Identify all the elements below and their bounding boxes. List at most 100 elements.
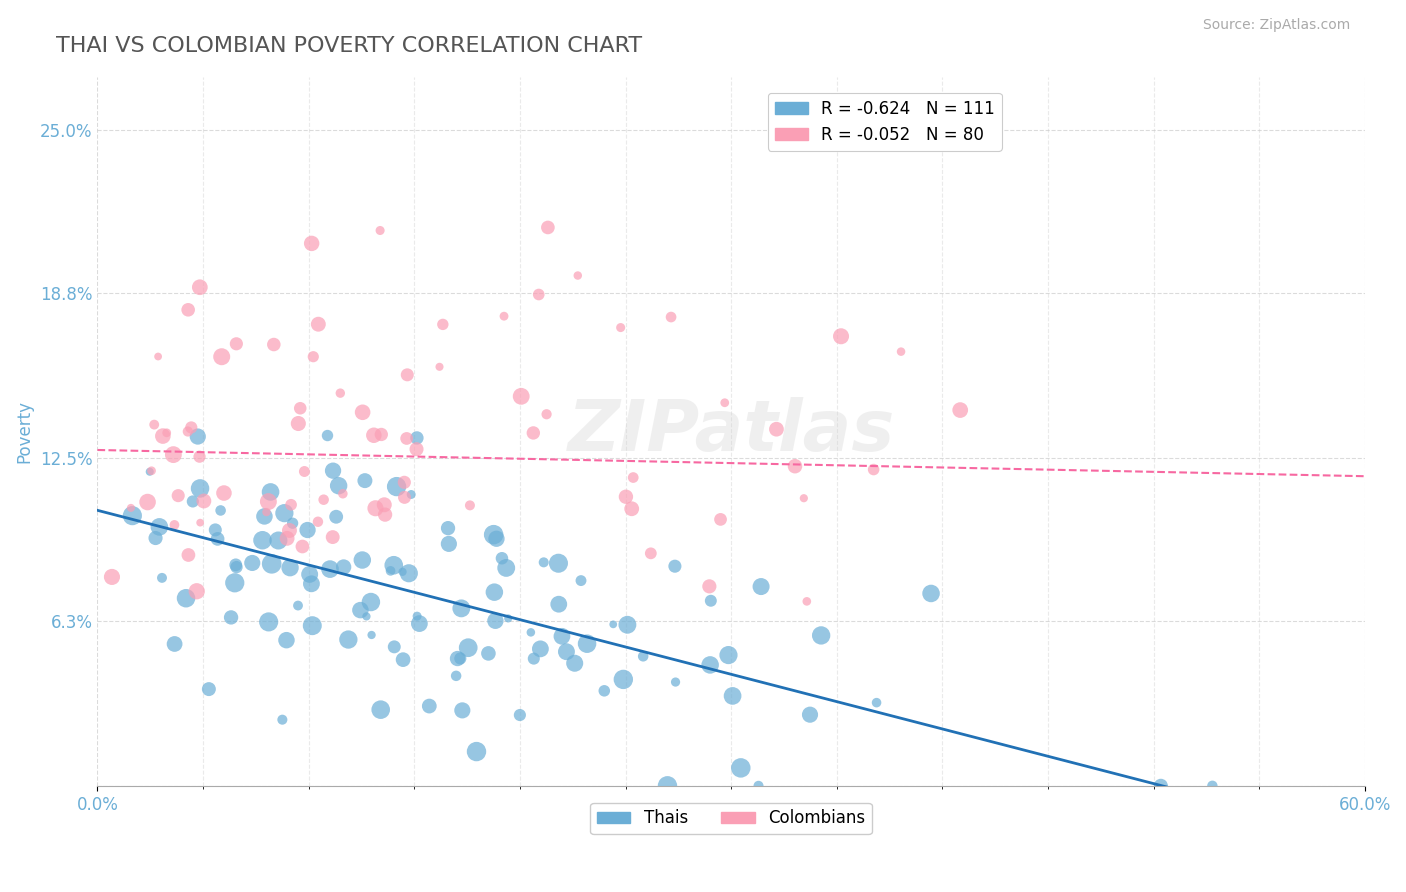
Point xyxy=(287,599,309,613)
Point xyxy=(810,628,832,642)
Point xyxy=(211,350,233,364)
Point xyxy=(631,649,654,664)
Point xyxy=(259,485,281,500)
Point xyxy=(664,559,686,574)
Text: ZIPatlas: ZIPatlas xyxy=(568,397,894,467)
Point xyxy=(749,580,772,594)
Point xyxy=(747,779,769,793)
Point xyxy=(349,603,371,617)
Point xyxy=(564,657,586,671)
Point xyxy=(121,508,143,523)
Point xyxy=(322,530,344,544)
Point xyxy=(224,575,246,590)
Point xyxy=(765,422,787,436)
Point xyxy=(477,646,499,660)
Point xyxy=(432,318,454,332)
Point xyxy=(395,432,418,446)
Point xyxy=(337,632,360,647)
Point xyxy=(609,320,631,334)
Point xyxy=(602,617,624,632)
Point xyxy=(120,500,142,515)
Point xyxy=(446,651,468,665)
Point xyxy=(621,470,644,484)
Point xyxy=(364,501,387,516)
Point xyxy=(783,459,806,474)
Point xyxy=(291,540,314,554)
Point xyxy=(405,442,427,457)
Point xyxy=(406,609,429,624)
Point xyxy=(188,280,211,294)
Point xyxy=(465,745,488,759)
Point xyxy=(139,465,162,479)
Point xyxy=(640,546,662,560)
Point xyxy=(148,520,170,534)
Point xyxy=(188,482,211,496)
Point xyxy=(717,648,740,662)
Text: Source: ZipAtlas.com: Source: ZipAtlas.com xyxy=(1202,18,1350,32)
Point xyxy=(143,417,166,432)
Point xyxy=(547,597,569,611)
Point xyxy=(616,617,638,632)
Point xyxy=(273,506,295,520)
Point xyxy=(522,425,544,440)
Text: THAI VS COLOMBIAN POVERTY CORRELATION CHART: THAI VS COLOMBIAN POVERTY CORRELATION CH… xyxy=(56,36,643,55)
Point xyxy=(101,570,124,584)
Point xyxy=(449,651,471,665)
Point xyxy=(174,591,197,606)
Point xyxy=(657,779,679,793)
Point xyxy=(370,427,392,442)
Point xyxy=(537,220,560,235)
Point xyxy=(352,553,374,567)
Y-axis label: Poverty: Poverty xyxy=(15,401,32,463)
Point xyxy=(177,548,200,562)
Point xyxy=(225,558,247,572)
Point xyxy=(316,428,339,442)
Point xyxy=(510,389,533,403)
Point xyxy=(354,474,377,488)
Point xyxy=(890,344,912,359)
Point xyxy=(491,551,513,566)
Point xyxy=(457,640,479,655)
Point xyxy=(301,618,323,632)
Point xyxy=(163,517,186,532)
Point xyxy=(257,615,280,629)
Point xyxy=(307,515,329,529)
Point xyxy=(547,556,569,570)
Point xyxy=(920,586,942,600)
Point xyxy=(569,574,592,588)
Point xyxy=(429,359,451,374)
Point xyxy=(437,521,460,535)
Point xyxy=(360,595,382,609)
Point xyxy=(193,494,215,508)
Point xyxy=(1201,779,1223,793)
Point xyxy=(520,625,543,640)
Point xyxy=(356,609,378,624)
Point xyxy=(458,499,481,513)
Point xyxy=(484,585,506,599)
Point xyxy=(799,707,821,722)
Point xyxy=(278,560,301,574)
Point xyxy=(301,236,323,251)
Point xyxy=(252,533,274,548)
Point xyxy=(271,713,294,727)
Point xyxy=(496,611,519,625)
Point xyxy=(484,614,506,628)
Point xyxy=(485,532,508,546)
Point xyxy=(188,450,211,464)
Point xyxy=(141,464,163,478)
Point xyxy=(328,479,350,493)
Point xyxy=(278,524,301,538)
Point xyxy=(699,579,721,593)
Point xyxy=(865,696,887,710)
Point xyxy=(177,425,200,439)
Point xyxy=(536,407,558,421)
Point xyxy=(260,557,283,571)
Point xyxy=(294,465,316,479)
Point xyxy=(509,708,531,723)
Point xyxy=(533,555,555,569)
Point xyxy=(145,531,167,545)
Point xyxy=(394,475,416,490)
Point xyxy=(612,673,634,687)
Point xyxy=(219,610,242,624)
Point xyxy=(307,317,329,331)
